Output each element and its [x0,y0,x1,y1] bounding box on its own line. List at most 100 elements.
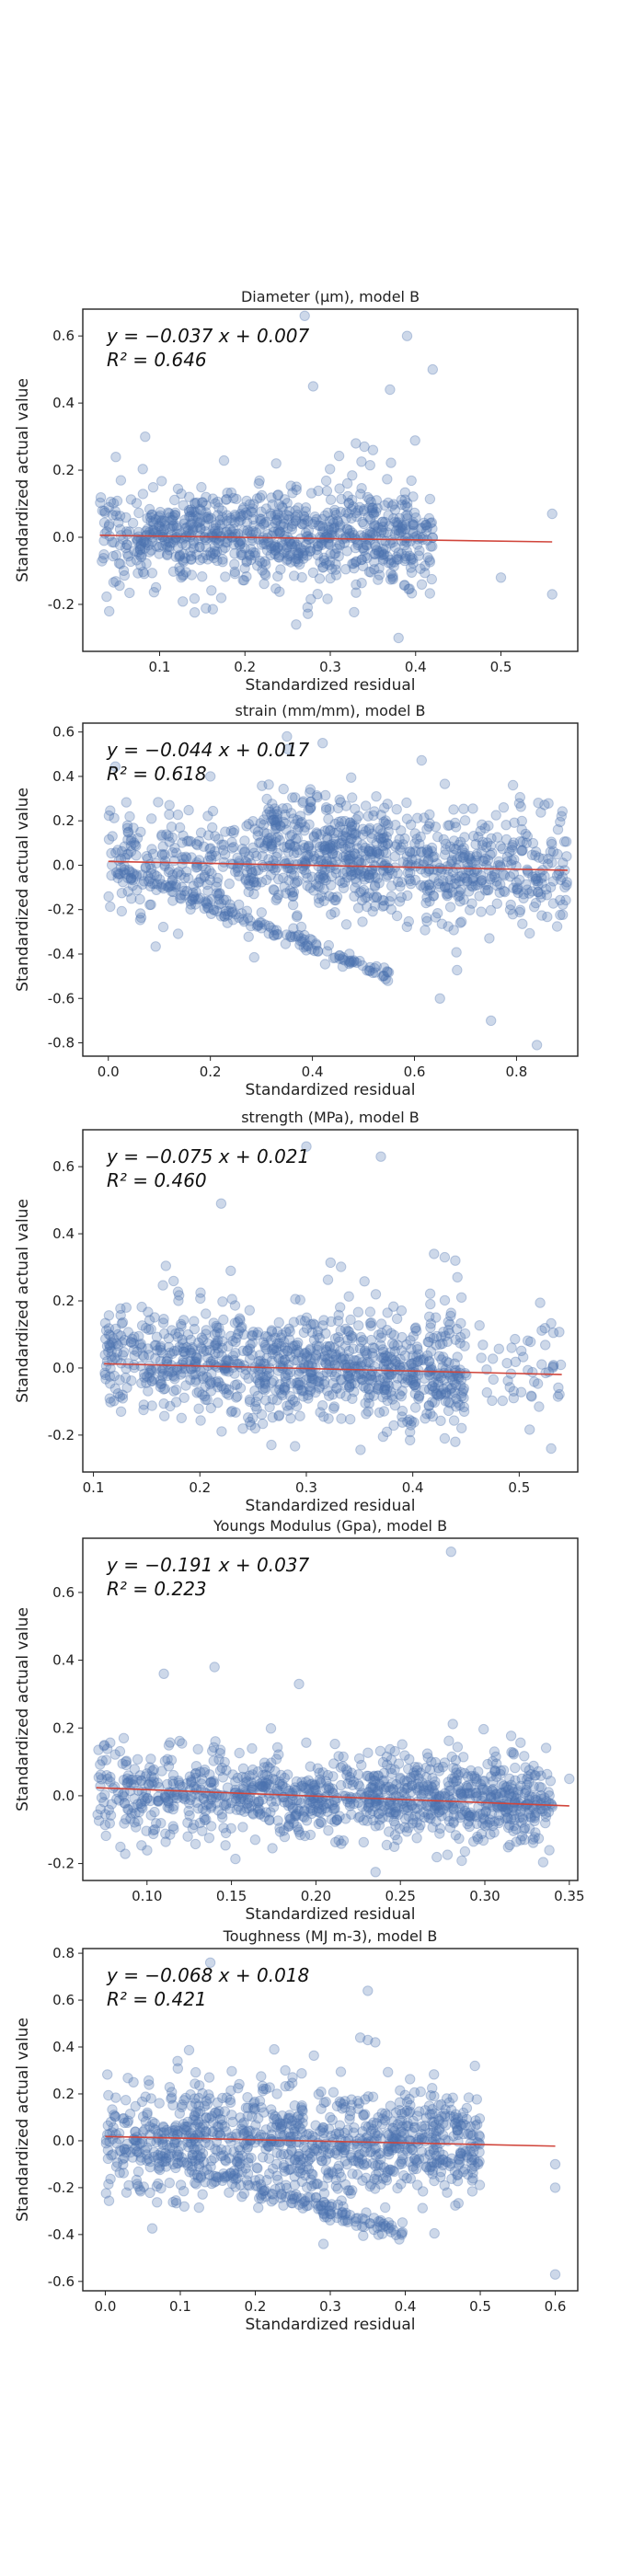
data-point [346,833,358,845]
data-point [313,871,324,883]
data-point [364,1808,376,1820]
data-point [468,2154,480,2166]
data-point [500,1806,512,1818]
data-point [378,1406,390,1417]
data-point [452,1742,464,1753]
data-point [271,809,283,820]
data-point [194,541,205,553]
data-point [201,500,212,512]
data-point [119,864,131,875]
data-point [174,566,186,577]
data-point [260,569,271,581]
data-point [323,813,334,824]
data-point [482,884,493,895]
data-point [500,1801,512,1813]
data-point [518,892,529,903]
data-point [383,863,394,874]
data-point [342,1778,353,1789]
data-point [219,2121,230,2133]
data-point [248,877,260,888]
data-point [302,1351,313,1362]
data-point [429,2175,440,2187]
data-point [357,829,368,841]
data-point [382,527,393,538]
data-point [284,839,295,850]
data-point [459,2164,471,2175]
data-point [463,1780,474,1791]
data-point [259,814,270,825]
data-point [123,865,134,876]
data-point [282,743,293,754]
y-tick-label: 0.6 [52,1158,75,1175]
data-point [443,1780,454,1792]
data-point [485,904,497,916]
data-point [202,554,213,565]
data-point [425,882,436,893]
data-point [137,1350,149,1361]
data-point [210,850,222,862]
data-point [356,894,368,906]
data-point [135,1798,146,1810]
data-point [501,1781,513,1792]
data-point [425,1318,437,1329]
data-point [191,522,203,533]
data-point [96,1774,108,1785]
data-point [313,541,324,552]
data-point [293,547,305,558]
data-point [244,1396,256,1408]
data-point [293,2150,305,2162]
data-point [297,1811,308,1822]
data-point [312,1344,323,1355]
data-point [227,1769,238,1780]
data-point [324,515,335,526]
data-point [397,1739,408,1750]
data-point [494,887,505,898]
plot-frame [82,1537,579,1881]
data-point [330,558,341,570]
data-point [197,1389,208,1400]
data-point [475,1778,487,1790]
data-point [364,843,375,854]
data-point [378,962,390,973]
data-point [364,526,376,537]
data-point [481,859,492,871]
data-point [377,555,389,566]
data-point [331,1383,342,1395]
data-point [178,570,189,581]
data-point [505,1731,517,1742]
data-point [118,534,129,545]
data-point [339,955,351,966]
data-point [205,550,216,561]
data-point [394,1364,406,1375]
data-point [324,842,335,853]
data-point [272,1815,283,1826]
data-point [191,859,202,870]
data-point [151,526,162,538]
data-point [465,854,476,865]
x-tick-label: 0.6 [404,1064,426,1080]
data-point [137,489,149,500]
data-point [366,504,378,516]
data-point [174,551,185,562]
data-point [458,1392,469,1404]
data-point [279,1772,290,1784]
data-point [135,2186,146,2197]
data-point [413,1390,425,1401]
data-point [254,1804,265,1815]
data-point [243,819,254,830]
data-point [347,2185,358,2196]
data-point [344,842,356,853]
data-point [356,456,367,467]
data-point [397,535,408,546]
data-point [286,1343,297,1354]
data-point [150,1352,161,1364]
data-point [375,1351,386,1363]
data-point [500,820,512,831]
x-tick-label: 0.1 [149,659,171,675]
data-point [256,1409,268,1420]
data-point [424,863,435,875]
data-point [508,882,519,893]
data-point [164,523,176,535]
data-point [348,501,359,512]
data-point [427,1380,438,1392]
